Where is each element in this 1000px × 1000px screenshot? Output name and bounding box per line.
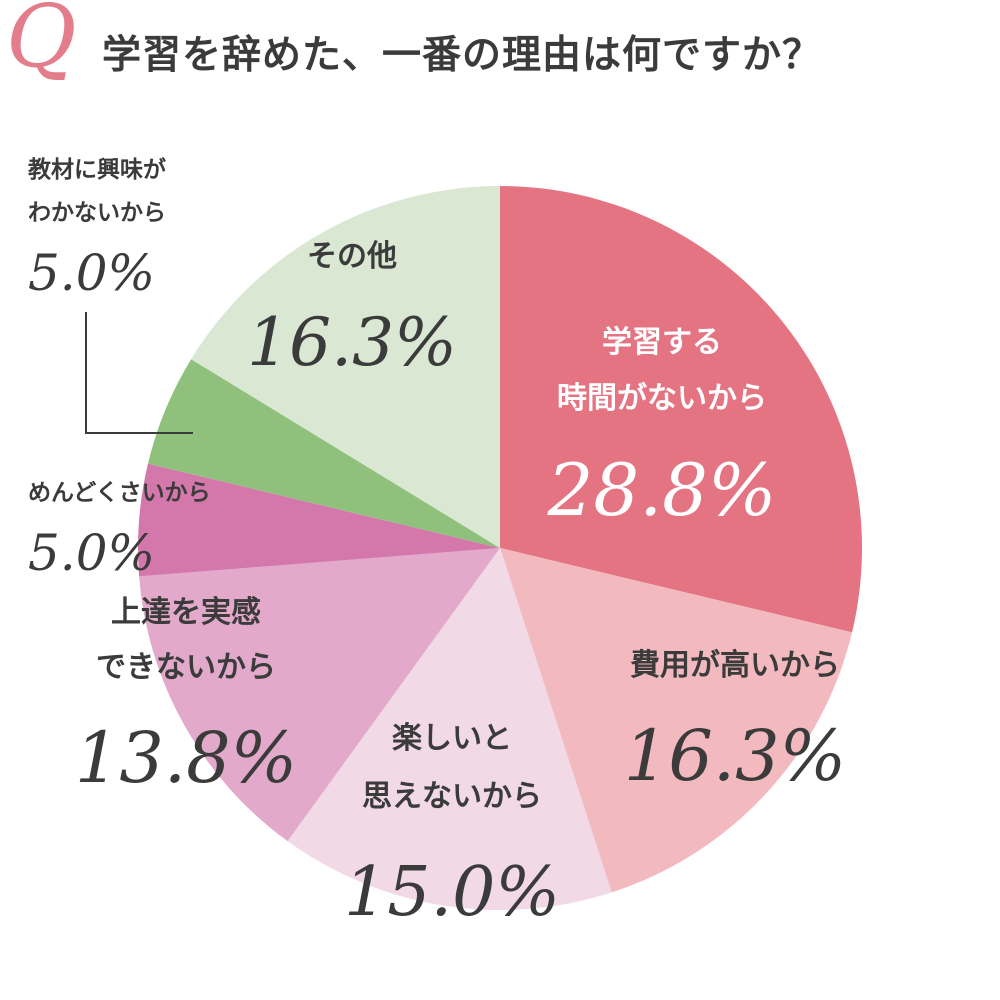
slice-value-label: 16.3% xyxy=(624,715,846,797)
slice-value-label: 16.3% xyxy=(247,304,457,381)
slice-label-line: 時間がないから xyxy=(557,381,767,416)
slice-label-line: 学習する xyxy=(602,325,722,360)
pie-slices xyxy=(137,186,863,910)
pie-slice-3 xyxy=(287,548,612,910)
leader-line xyxy=(85,312,193,434)
slice-label-line: その他 xyxy=(307,239,397,274)
slice-label-2: 費用が高いから 16.3% xyxy=(624,648,846,797)
slice-value-label: 13.8% xyxy=(75,717,297,799)
pie-slice-5 xyxy=(137,463,500,577)
question-title: 学習を辞めた、一番の理由は何ですか？ xyxy=(102,33,823,78)
slice-value-label: 28.8% xyxy=(547,448,777,532)
q-mark-icon: Q xyxy=(6,0,77,87)
slice-label-line: できないから xyxy=(96,650,276,685)
slice-label-line: 思えないから xyxy=(362,779,542,814)
pie-slice-7 xyxy=(191,186,500,548)
slice-label-line: わかないから xyxy=(28,200,166,226)
slice-label-5: めんどくさいから 5.0% xyxy=(28,480,211,582)
leader-lines xyxy=(85,312,193,434)
slice-label-line: 教材に興味が xyxy=(28,156,166,183)
slice-value-label: 5.0% xyxy=(28,524,155,582)
pie-slice-6 xyxy=(147,359,500,548)
pie-slice-2 xyxy=(500,548,853,893)
pie-slice-1 xyxy=(500,186,863,633)
pie-slice-4 xyxy=(139,548,501,842)
slice-label-line: 上達を実感 xyxy=(111,595,261,630)
slice-value-label: 15.0% xyxy=(344,853,560,932)
slice-label-line: 楽しいと xyxy=(392,721,512,756)
slice-value-label: 5.0% xyxy=(28,244,155,302)
slice-label-7: その他 16.3% xyxy=(247,239,457,381)
slice-label-line: 費用が高いから xyxy=(630,648,840,683)
slice-label-line: めんどくさいから xyxy=(28,480,211,506)
question-header: Q 学習を辞めた、一番の理由は何ですか？ xyxy=(0,0,1000,100)
